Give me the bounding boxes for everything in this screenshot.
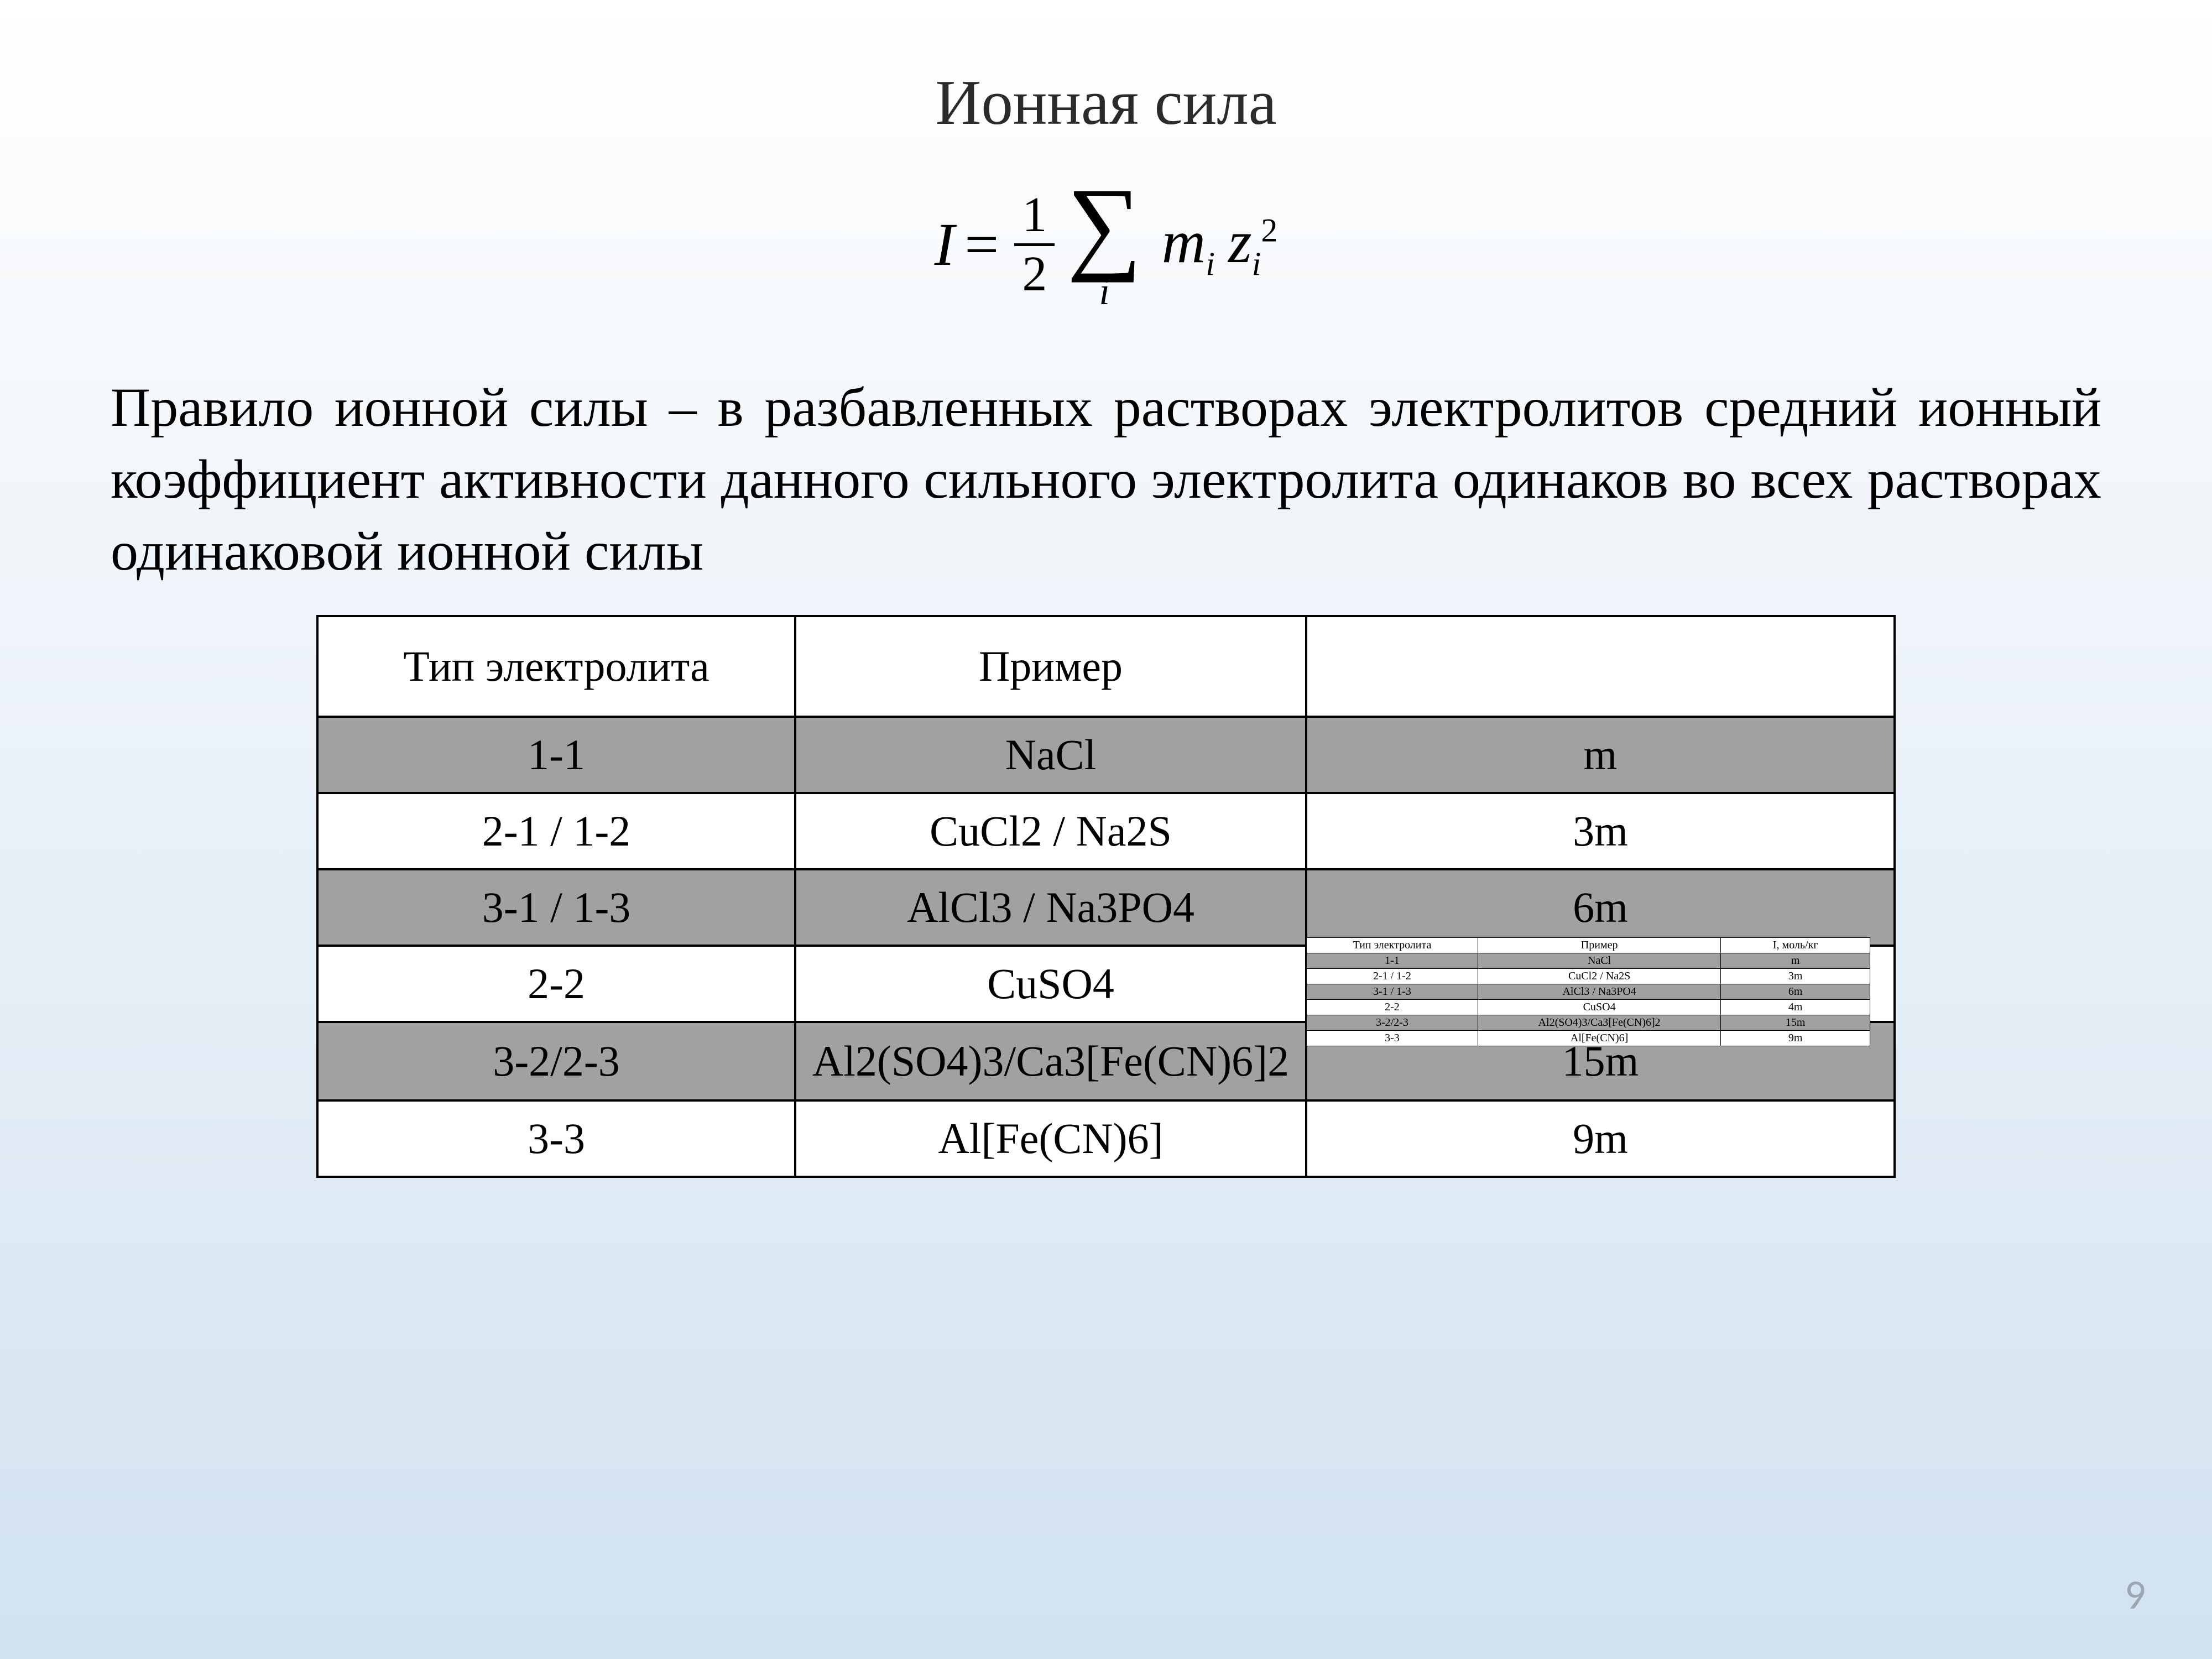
mini-header: I, моль/кг [1721, 938, 1870, 953]
formula-z-term: zi2 [1228, 207, 1277, 283]
table-header-example: Пример [795, 616, 1306, 717]
table-cell-type: 1-1 [317, 717, 795, 793]
sigma-icon: ∑ [1067, 178, 1141, 273]
table-cell-type: 3-3 [317, 1100, 795, 1177]
table-cell-example: CuSO4 [795, 946, 1306, 1022]
table-cell-value: 3m [1306, 793, 1895, 869]
formula-m: m [1162, 208, 1206, 275]
table-cell-value: m [1306, 717, 1895, 793]
table-cell-type: 3-2/2-3 [317, 1022, 795, 1100]
formula-lhs: I [935, 210, 955, 280]
formula-z-sup: 2 [1261, 212, 1277, 248]
table-row: 3-1 / 1-3 AlCl3 / Na3PO4 6m [317, 869, 1895, 946]
table-cell-example: Al[Fe(CN)6] [795, 1100, 1306, 1177]
table-row: 3-3 Al[Fe(CN)6] 9m [317, 1100, 1895, 1177]
mini-row: 3-2/2-3 Al2(SO4)3/Ca3[Fe(CN)6]2 15m [1307, 1015, 1870, 1031]
mini-table-thumbnail: Тип электролита Пример I, моль/кг 1-1 Na… [1306, 937, 1870, 1046]
mini-row: 3-3 Al[Fe(CN)6] 9m [1307, 1031, 1870, 1046]
formula-z: z [1228, 208, 1252, 275]
table-cell-type: 2-2 [317, 946, 795, 1022]
table-cell-example: AlCl3 / Na3PO4 [795, 869, 1306, 946]
table-cell-type: 2-1 / 1-2 [317, 793, 795, 869]
formula-equals: = [954, 210, 1009, 280]
formula-fraction: 1 2 [1014, 190, 1055, 299]
table-cell-example: CuCl2 / Na2S [795, 793, 1306, 869]
table-row: 2-1 / 1-2 CuCl2 / Na2S 3m [317, 793, 1895, 869]
formula-frac-num: 1 [1014, 190, 1055, 243]
table-header-row: Тип электролита Пример [317, 616, 1895, 717]
formula-frac-den: 2 [1014, 243, 1055, 299]
page-title: Ионная сила [111, 66, 2101, 139]
formula-m-sub: i [1206, 246, 1215, 282]
mini-row: 1-1 NaCl m [1307, 953, 1870, 969]
mini-header: Пример [1478, 938, 1721, 953]
table-cell-example: Al2(SO4)3/Ca3[Fe(CN)6]2 [795, 1022, 1306, 1100]
mini-header-row: Тип электролита Пример I, моль/кг [1307, 938, 1870, 953]
table-cell-value: 6m [1306, 869, 1895, 946]
slide: Ионная сила I = 1 2 ∑ i mi zi2 Правило и… [0, 0, 2212, 1659]
ionic-strength-formula: I = 1 2 ∑ i mi zi2 [111, 178, 2101, 349]
mini-header: Тип электролита [1307, 938, 1478, 953]
page-number: 9 [2125, 1570, 2146, 1620]
formula-sigma-index: i [1099, 273, 1109, 311]
formula-m-term: mi [1162, 207, 1215, 283]
table-cell-value: 9m [1306, 1100, 1895, 1177]
body-paragraph: Правило ионной силы – в разбавленных рас… [111, 372, 2101, 587]
table-header-ionic-strength [1306, 616, 1895, 717]
mini-row: 2-1 / 1-2 CuCl2 / Na2S 3m [1307, 969, 1870, 984]
table-cell-type: 3-1 / 1-3 [317, 869, 795, 946]
mini-row: 3-1 / 1-3 AlCl3 / Na3PO4 6m [1307, 984, 1870, 1000]
table-header-type: Тип электролита [317, 616, 795, 717]
mini-row: 2-2 CuSO4 4m [1307, 1000, 1870, 1015]
table-cell-example: NaCl [795, 717, 1306, 793]
table-row: 1-1 NaCl m [317, 717, 1895, 793]
formula-sigma-block: ∑ i [1067, 178, 1141, 311]
formula-z-sub: i [1252, 246, 1261, 282]
electrolyte-table: Тип электролита Пример 1-1 NaCl m 2-1 / … [316, 615, 1896, 1178]
